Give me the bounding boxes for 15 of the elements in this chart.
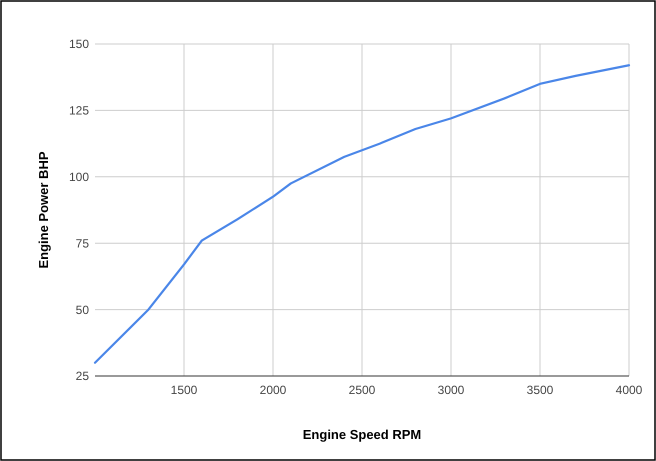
y-tick-label: 50 <box>76 302 90 317</box>
x-tick-label: 2000 <box>260 383 287 397</box>
x-tick-label: 2500 <box>348 383 376 397</box>
y-tick-label: 150 <box>68 37 90 52</box>
y-tick-label: 125 <box>68 104 90 118</box>
y-tick-label: 100 <box>68 170 90 184</box>
x-tick-label: 4000 <box>616 383 643 397</box>
y-tick-label: 25 <box>76 369 90 384</box>
x-axis-title: Engine Speed RPM <box>302 427 422 442</box>
x-tick-label: 1500 <box>170 383 198 397</box>
y-tick-label: 75 <box>76 236 90 250</box>
x-tick-label: 3000 <box>438 383 465 397</box>
line-series <box>94 64 630 364</box>
x-tick-label: 3500 <box>526 383 554 397</box>
y-axis-title: Engine Power BHP <box>36 151 51 269</box>
